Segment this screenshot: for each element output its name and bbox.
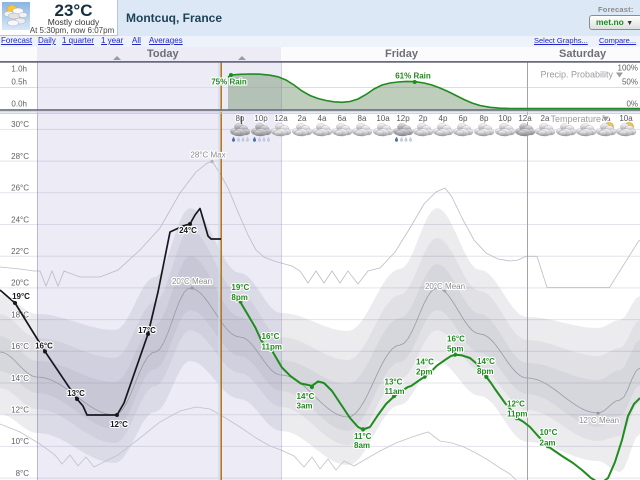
svg-text:4p: 4p [439, 114, 448, 123]
svg-text:16°C: 16°C [11, 342, 29, 351]
svg-text:8p: 8p [236, 114, 245, 123]
svg-text:8p: 8p [480, 114, 489, 123]
svg-text:12°C: 12°C [507, 400, 525, 409]
svg-text:Temperature: Temperature [550, 114, 601, 124]
svg-text:13°C: 13°C [67, 389, 85, 398]
svg-text:30°C: 30°C [11, 120, 29, 129]
svg-text:100%: 100% [618, 64, 638, 73]
svg-text:6p: 6p [459, 114, 468, 123]
svg-text:16°C: 16°C [35, 342, 53, 351]
svg-text:12°C: 12°C [110, 420, 128, 429]
svg-text:50%: 50% [622, 78, 638, 87]
svg-text:19°C: 19°C [231, 283, 249, 292]
svg-text:28°C Max: 28°C Max [190, 151, 225, 160]
svg-text:24°C: 24°C [179, 226, 197, 235]
svg-text:20°C: 20°C [11, 279, 29, 288]
svg-text:14°C: 14°C [416, 358, 434, 367]
svg-text:8pm: 8pm [231, 293, 247, 302]
svg-text:5pm: 5pm [447, 345, 463, 354]
svg-text:22°C: 22°C [11, 247, 29, 256]
svg-text:12°C Mean: 12°C Mean [579, 416, 619, 425]
svg-text:10a: 10a [619, 114, 633, 123]
svg-text:2pm: 2pm [416, 368, 432, 377]
svg-text:6a: 6a [338, 114, 347, 123]
svg-text:0.0h: 0.0h [11, 100, 27, 109]
svg-text:12a: 12a [274, 114, 288, 123]
svg-text:8am: 8am [354, 441, 370, 450]
svg-text:8a: 8a [358, 114, 367, 123]
svg-text:12a: 12a [518, 114, 532, 123]
svg-text:20°C Mean: 20°C Mean [425, 282, 465, 291]
svg-text:75% Rain: 75% Rain [211, 78, 247, 87]
svg-text:24°C: 24°C [11, 215, 29, 224]
svg-text:8°C: 8°C [16, 469, 30, 478]
svg-text:0.5h: 0.5h [11, 78, 27, 87]
svg-text:14°C: 14°C [297, 392, 315, 401]
svg-text:11pm: 11pm [507, 410, 527, 419]
svg-text:Precip. Probability: Precip. Probability [540, 70, 613, 80]
svg-text:10a: 10a [376, 114, 390, 123]
svg-text:12°C: 12°C [11, 406, 29, 415]
svg-text:20°C Mean: 20°C Mean [172, 277, 212, 286]
svg-text:61% Rain: 61% Rain [395, 72, 431, 81]
svg-text:16°C: 16°C [447, 335, 465, 344]
svg-text:28°C: 28°C [11, 152, 29, 161]
svg-text:0%: 0% [626, 100, 638, 109]
svg-text:10p: 10p [254, 114, 268, 123]
svg-text:2p: 2p [419, 114, 428, 123]
svg-text:11°C: 11°C [354, 432, 372, 441]
svg-text:14°C: 14°C [477, 357, 495, 366]
svg-text:14°C: 14°C [11, 374, 29, 383]
svg-text:10°C: 10°C [11, 437, 29, 446]
svg-text:13°C: 13°C [385, 378, 403, 387]
svg-text:26°C: 26°C [11, 184, 29, 193]
svg-text:18°C: 18°C [11, 310, 29, 319]
svg-text:8pm: 8pm [477, 367, 493, 376]
svg-text:1.0h: 1.0h [11, 65, 27, 74]
svg-text:12p: 12p [396, 114, 410, 123]
svg-text:11am: 11am [385, 387, 405, 396]
svg-text:10p: 10p [498, 114, 512, 123]
svg-text:11pm: 11pm [262, 343, 282, 352]
svg-text:2am: 2am [540, 439, 556, 448]
svg-text:2a: 2a [541, 114, 550, 123]
svg-text:16°C: 16°C [262, 332, 280, 341]
svg-text:10°C: 10°C [540, 428, 558, 437]
svg-text:2a: 2a [298, 114, 307, 123]
svg-text:3am: 3am [297, 402, 313, 411]
svg-text:17°C: 17°C [138, 326, 156, 335]
svg-text:4a: 4a [318, 114, 327, 123]
svg-text:19°C: 19°C [12, 292, 30, 301]
